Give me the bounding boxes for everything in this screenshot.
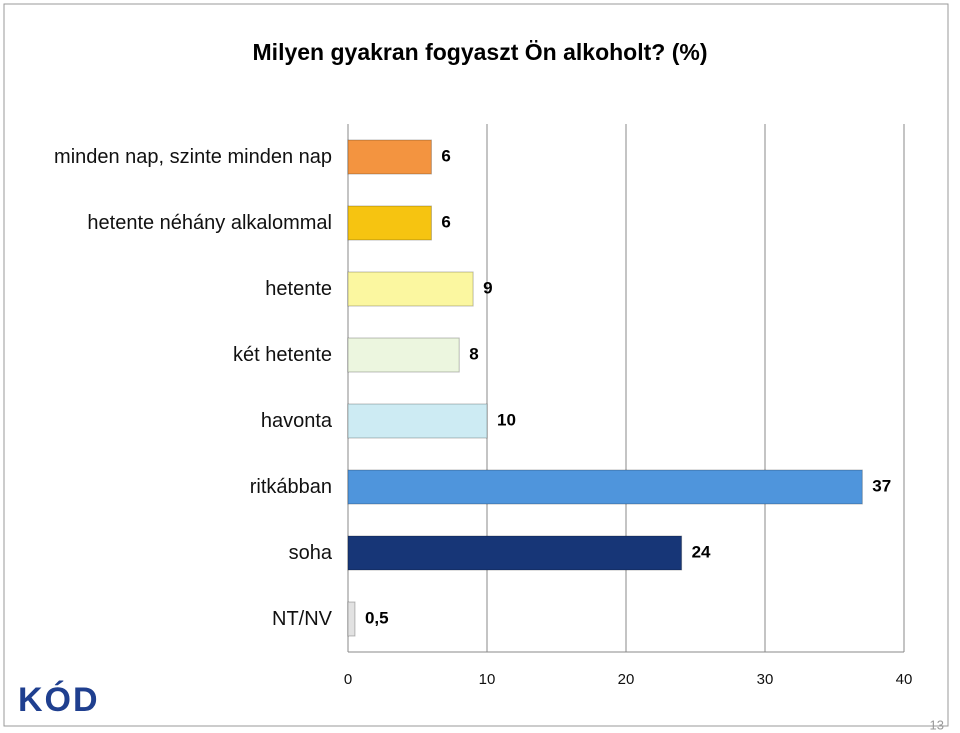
y-tick-label: havonta (260, 410, 332, 432)
bar (347, 205, 432, 241)
logo: KÓD (18, 681, 100, 719)
x-tick-label: 10 (479, 671, 496, 688)
value-label: 8 (469, 344, 478, 363)
y-tick-label: ritkábban (249, 476, 332, 498)
y-tick-label: hetente néhány alkalommal (87, 212, 332, 234)
bar (347, 469, 863, 505)
bar (347, 271, 474, 307)
value-label: 6 (441, 212, 450, 231)
value-label: 24 (692, 542, 711, 561)
y-tick-label: minden nap, szinte minden nap (54, 146, 332, 168)
y-tick-label: két hetente (233, 344, 332, 366)
y-tick-label: soha (288, 542, 332, 564)
x-tick-label: 30 (757, 671, 774, 688)
value-label: 0,5 (365, 608, 389, 627)
x-tick-label: 20 (618, 671, 635, 688)
chart-title: Milyen gyakran fogyaszt Ön alkoholt? (%) (253, 39, 708, 65)
value-label: 37 (872, 476, 891, 495)
bar (347, 601, 356, 637)
value-label: 6 (441, 146, 450, 165)
frame (3, 3, 949, 727)
bar (347, 139, 432, 175)
bar (347, 337, 460, 373)
value-label: 10 (497, 410, 516, 429)
bar (347, 403, 488, 439)
x-tick-label: 0 (344, 671, 352, 688)
y-tick-label: hetente (265, 278, 332, 300)
value-label: 9 (483, 278, 492, 297)
y-tick-label: NT/NV (272, 608, 332, 630)
x-tick-label: 40 (896, 671, 913, 688)
page-number: 13 (930, 717, 944, 732)
bar (347, 535, 683, 571)
